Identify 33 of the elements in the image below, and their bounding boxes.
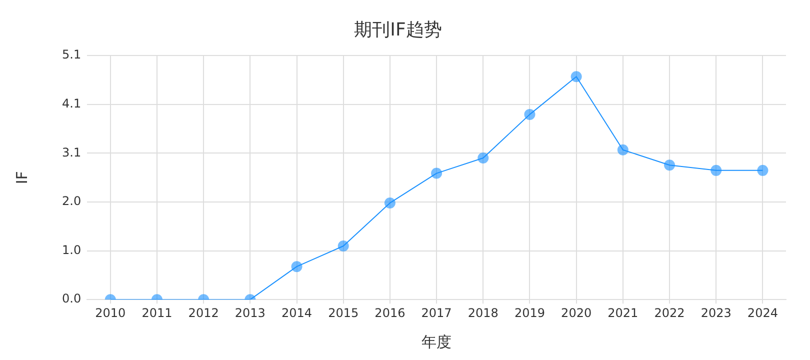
point <box>384 197 396 208</box>
point <box>478 152 489 164</box>
x-tick-label: 2021 <box>608 306 638 320</box>
point <box>431 168 442 179</box>
x-tick-label: 2022 <box>654 306 685 320</box>
y-axis-title: IF <box>12 171 31 184</box>
x-tick-label: 2020 <box>561 306 592 320</box>
y-tick-label: 5.1 <box>62 48 82 62</box>
point <box>570 71 582 82</box>
y-tick-label: 1.0 <box>62 242 82 257</box>
point <box>664 160 676 171</box>
x-tick-label: 2012 <box>188 306 219 320</box>
point <box>524 108 536 120</box>
x-tick-label: 2013 <box>234 306 266 320</box>
x-tick-label: 2018 <box>468 306 498 320</box>
y-tick-label: 0.0 <box>62 292 82 306</box>
x-tick-label: 2010 <box>95 306 126 320</box>
x-tick-label: 2016 <box>374 306 406 320</box>
x-tick-label: 2014 <box>281 306 312 320</box>
point <box>710 164 722 176</box>
x-tick-label: 2023 <box>700 306 732 320</box>
point <box>617 144 628 156</box>
x-tick-label: 2011 <box>142 306 172 320</box>
y-tick-label: 2.0 <box>62 194 82 208</box>
x-tick-label: 2019 <box>514 306 546 320</box>
chart-title: 期刊IF趋势 <box>354 19 442 40</box>
x-tick-label: 2017 <box>421 306 452 320</box>
x-axis-title: 年度 <box>422 332 452 351</box>
y-tick-label: 3.1 <box>62 145 82 160</box>
point <box>757 164 768 176</box>
y-tick-label: 4.1 <box>62 96 82 111</box>
x-tick-label: 2024 <box>747 306 778 320</box>
x-tick-label: 2015 <box>328 306 359 320</box>
